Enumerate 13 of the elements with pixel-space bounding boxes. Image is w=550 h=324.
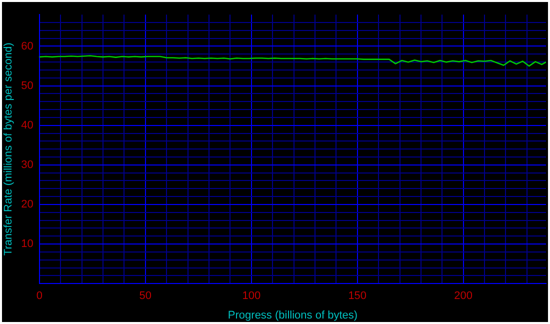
y-axis-title: Transfer Rate (millions of bytes per second) — [2, 42, 15, 256]
y-tick-label: 50 — [21, 80, 34, 92]
x-tick-label: 200 — [454, 290, 473, 302]
x-tick-label: 0 — [36, 290, 42, 302]
x-tick-label: 150 — [348, 290, 367, 302]
x-axis-title: Progress (billions of bytes) — [228, 309, 358, 322]
x-tick-label: 100 — [242, 290, 261, 302]
x-tick-label: 50 — [139, 290, 152, 302]
y-tick-label: 20 — [21, 198, 34, 211]
y-tick-label: 60 — [21, 40, 34, 52]
y-tick-label: 40 — [21, 119, 34, 132]
y-tick-label: 30 — [21, 158, 34, 171]
y-tick-label: 10 — [21, 238, 34, 250]
